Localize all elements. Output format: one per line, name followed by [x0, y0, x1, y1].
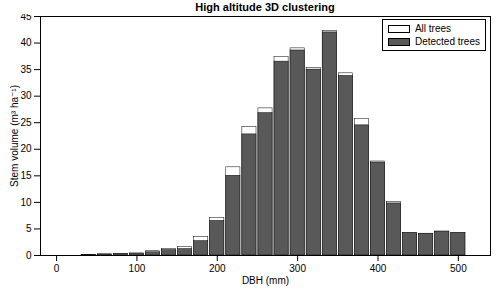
svg-text:300: 300	[289, 263, 306, 274]
svg-text:25: 25	[20, 117, 32, 128]
html-text:All trees: All trees	[415, 23, 452, 34]
svg-text:200: 200	[209, 263, 226, 274]
svg-text:15: 15	[20, 170, 32, 181]
svg-text:0: 0	[26, 250, 32, 261]
svg-text:10: 10	[20, 197, 32, 208]
svg-text:5: 5	[26, 223, 32, 234]
svg-text:20: 20	[20, 143, 32, 154]
svg-text:400: 400	[370, 263, 387, 274]
svg-text:35: 35	[20, 64, 32, 75]
svg-text:0: 0	[54, 263, 60, 274]
svg-text:100: 100	[129, 263, 146, 274]
svg-text:30: 30	[20, 90, 32, 101]
svg-text:DBH (mm): DBH (mm)	[242, 275, 289, 286]
svg-text:500: 500	[450, 263, 467, 274]
svg-text:40: 40	[20, 37, 32, 48]
svg-text:45: 45	[20, 14, 32, 22]
svg-text:Stem volume (m³ ha⁻¹): Stem volume (m³ ha⁻¹)	[9, 85, 20, 187]
html-text:High altitude 3D clustering: High altitude 3D clustering	[195, 1, 335, 13]
html-text:Detected trees: Detected trees	[415, 36, 480, 47]
